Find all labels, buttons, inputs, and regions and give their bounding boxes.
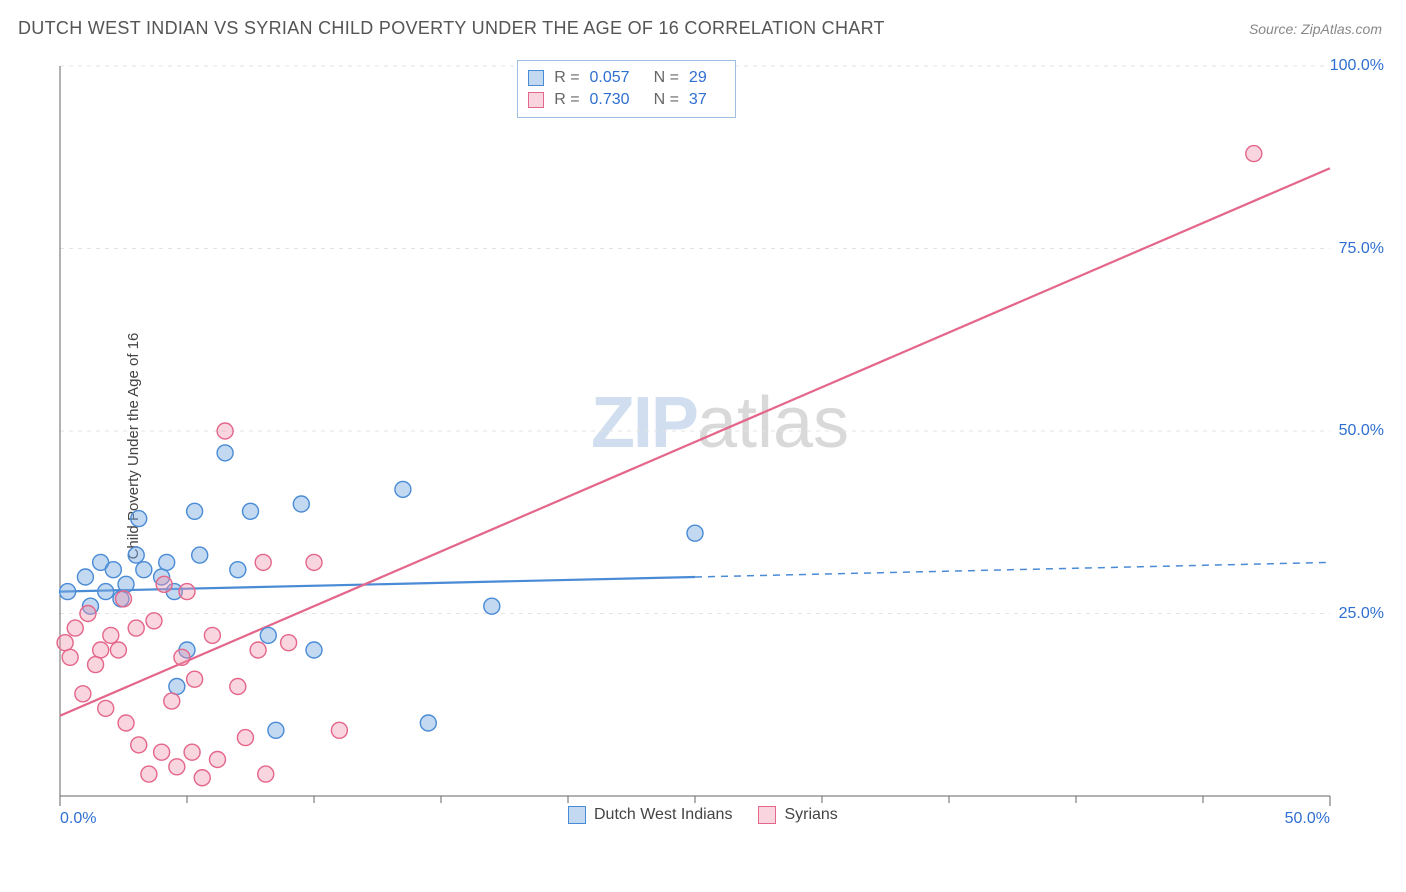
legend-item: Syrians <box>758 806 837 824</box>
scatter-chart <box>50 56 1390 836</box>
y-tick-label: 50.0% <box>1339 422 1384 440</box>
stat-value: 29 <box>689 69 707 87</box>
x-tick-label: 50.0% <box>1285 810 1330 828</box>
legend-label: Dutch West Indians <box>594 806 732 824</box>
stat-label: R = <box>554 91 579 109</box>
y-tick-label: 25.0% <box>1339 605 1384 623</box>
plot-area: Child Poverty Under the Age of 16 ZIPatl… <box>50 56 1390 836</box>
y-tick-label: 75.0% <box>1339 240 1384 258</box>
legend-swatch <box>528 92 544 108</box>
source-label: Source: ZipAtlas.com <box>1249 21 1382 37</box>
stat-label: N = <box>654 69 679 87</box>
legend-swatch <box>758 806 776 824</box>
correlation-stats-box: R = 0.057 N = 29 R = 0.730 N = 37 <box>517 60 736 118</box>
legend-swatch <box>528 70 544 86</box>
legend-label: Syrians <box>784 806 837 824</box>
legend: Dutch West Indians Syrians <box>568 806 838 824</box>
x-tick-label: 0.0% <box>60 810 96 828</box>
legend-swatch <box>568 806 586 824</box>
stat-value: 0.057 <box>590 69 630 87</box>
chart-title: DUTCH WEST INDIAN VS SYRIAN CHILD POVERT… <box>18 18 885 39</box>
legend-item: Dutch West Indians <box>568 806 732 824</box>
stat-value: 37 <box>689 91 707 109</box>
y-tick-label: 100.0% <box>1330 57 1384 75</box>
stat-value: 0.730 <box>590 91 630 109</box>
stat-label: R = <box>554 69 579 87</box>
stat-label: N = <box>654 91 679 109</box>
